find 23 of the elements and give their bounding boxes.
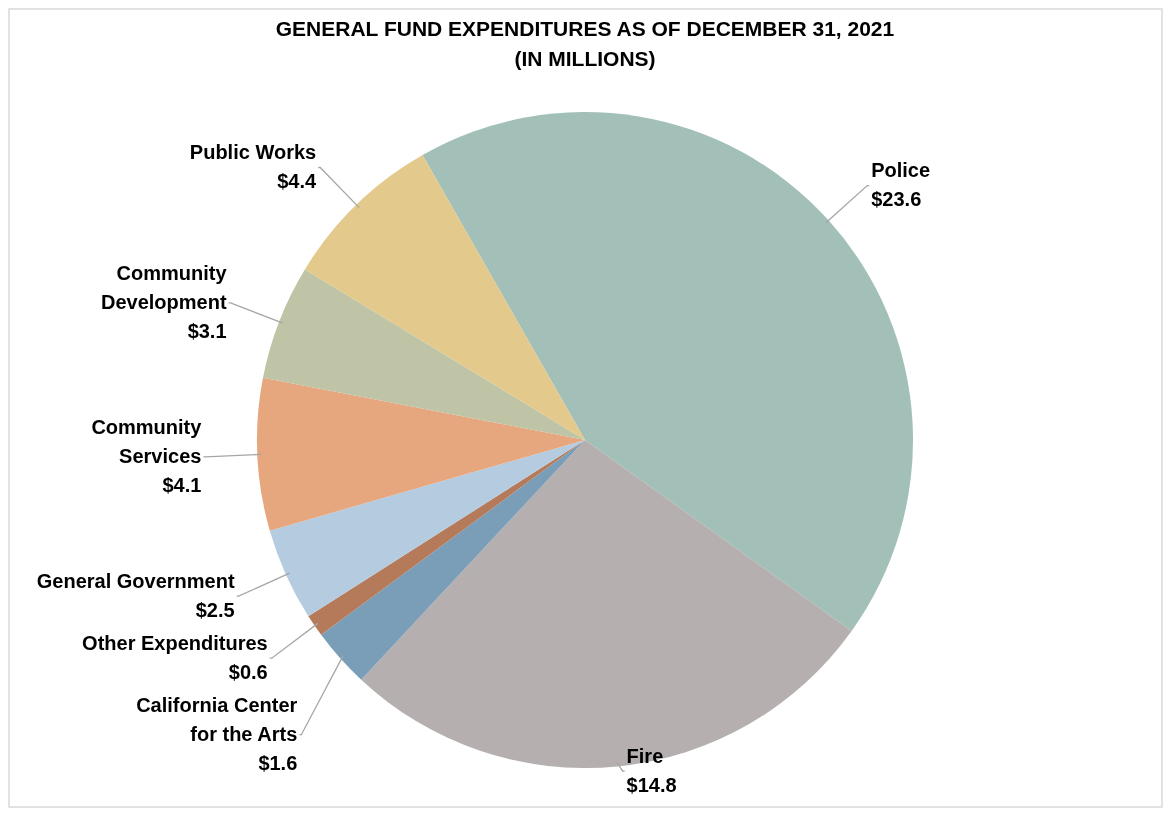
slice-label: California Center for the Arts (136, 694, 298, 746)
pie-slice (321, 440, 585, 680)
slice-label: Community Services (91, 416, 203, 468)
slice-label: Fire (626, 744, 664, 767)
data-label: $1.6 (258, 752, 298, 775)
slice-label: General Government (36, 570, 235, 593)
slice-label: Police (871, 159, 931, 182)
data-label: $3.1 (187, 320, 227, 343)
pie-slice (269, 440, 585, 617)
data-label: $14.8 (626, 773, 677, 796)
pie-slice (308, 440, 585, 635)
pie-slice (257, 377, 585, 531)
data-label: $4.4 (277, 170, 318, 193)
slice-label: Public Works (189, 141, 317, 164)
data-label: $4.1 (162, 474, 202, 497)
pie-slice (262, 269, 585, 440)
slice-label: Other Expenditures (82, 632, 268, 655)
data-label: $0.6 (228, 661, 268, 684)
pie-slice (361, 440, 852, 768)
slice-label: Community Development (100, 262, 228, 314)
data-label: $2.5 (195, 599, 235, 622)
chart-title: GENERAL FUND EXPENDITURES AS OF DECEMBER 31, 2021 (IN MILLIONS) (275, 17, 895, 70)
data-label: $23.6 (871, 188, 922, 211)
